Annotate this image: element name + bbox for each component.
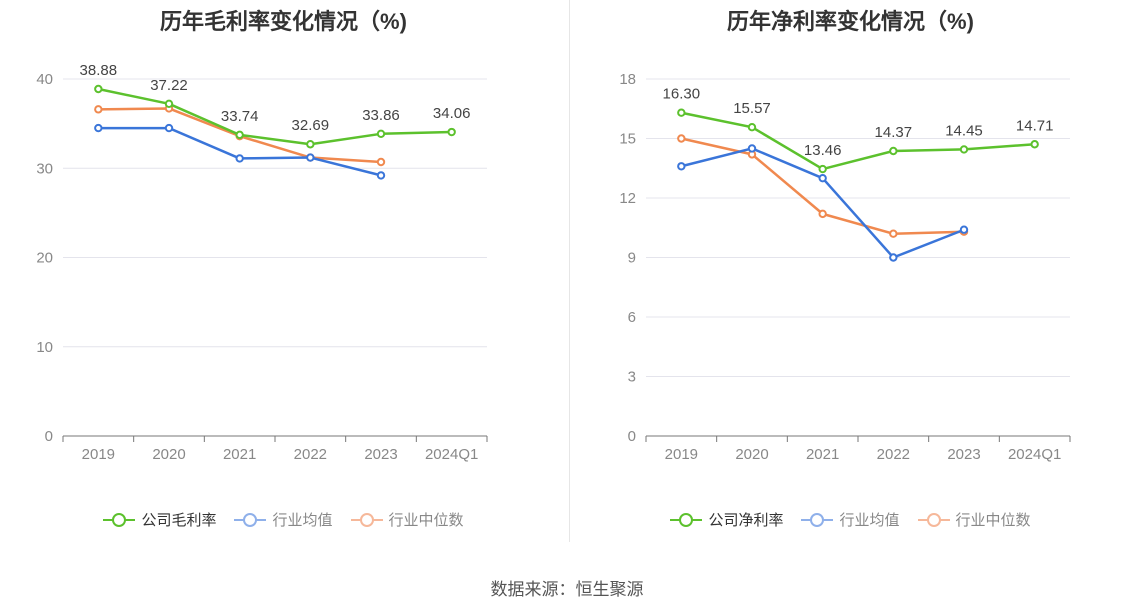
data-label-company: 14.45 [945, 122, 983, 139]
data-point-company [1030, 140, 1039, 149]
data-point-industry_avg [164, 123, 174, 133]
legend-item-industry-avg[interactable]: 行业均值 [801, 509, 900, 530]
gross-margin-chart: 0 10 20 30 40 2019 2020 2021 2022 2023 2024Q1 38.88… [36, 62, 488, 463]
data-point-industry_avg [677, 162, 686, 171]
legend-label-company: 公司净利率 [708, 512, 784, 529]
x-tick-label: 2022 [877, 446, 910, 463]
data-label-company: 14.37 [875, 124, 913, 141]
x-tick-label: 2021 [223, 446, 256, 463]
legend-item-company-net-margin[interactable]: 公司净利率 [670, 509, 783, 530]
net-margin-chart: 0 3 6 9 12 15 18 2019 2020 2021 2022 2023 2024Q1 16.3… [619, 71, 1071, 463]
x-tick-label: 2020 [735, 446, 768, 463]
legend-label-company: 公司毛利率 [141, 512, 217, 529]
legend-item-industry-median[interactable]: 行业中位数 [350, 509, 464, 530]
legend-item-company-gross-margin[interactable]: 公司毛利率 [103, 509, 216, 530]
data-point-industry_avg [747, 144, 757, 153]
data-label-company: 14.71 [1016, 117, 1054, 134]
data-point-company [94, 84, 103, 94]
gross-margin-chart-panel: 历年毛利率变化情况（%) 0 10 20 30 40 2019 2020 2021 2022 20… [0, 0, 567, 560]
net-margin-chart-panel: 历年净利率变化情况（%) 0 3 6 9 12 15 18 2019 2020 2021 2022 2… [567, 0, 1134, 560]
data-point-company [164, 99, 174, 109]
legend-item-industry-median[interactable]: 行业中位数 [917, 509, 1031, 530]
data-point-industry_median [889, 229, 898, 238]
y-tick-label: 10 [36, 339, 53, 356]
legend-label-industry-avg: 行业均值 [839, 512, 900, 529]
y-tick-label: 40 [36, 71, 53, 88]
data-point-company [376, 129, 386, 138]
data-label-company: 38.88 [80, 62, 118, 79]
legend-swatch-industry-avg-icon [234, 512, 267, 527]
data-point-company [959, 145, 969, 154]
series-line-company [681, 111, 1035, 171]
legend-swatch-industry-median-icon [917, 512, 950, 527]
data-label-company: 37.22 [150, 77, 188, 94]
data-point-industry_median [376, 157, 386, 167]
legend-label-industry-median: 行业中位数 [388, 512, 464, 529]
data-label-company: 34.06 [433, 105, 471, 122]
data-point-company [818, 164, 827, 174]
data-point-industry_avg [94, 123, 103, 133]
legend-swatch-industry-median-icon [350, 512, 383, 527]
x-tick-label: 2022 [294, 446, 327, 463]
data-label-company: 13.46 [804, 142, 842, 159]
y-tick-label: 20 [36, 250, 53, 267]
data-point-industry_avg [376, 171, 386, 180]
data-point-company [889, 146, 898, 156]
gross-margin-legend: 公司毛利率 行业均值 行业中位数 [0, 509, 567, 530]
x-tick-label: 2019 [665, 446, 698, 463]
x-tick-label: 2024Q1 [1008, 446, 1061, 463]
legend-swatch-company-icon [670, 512, 703, 527]
y-tick-label: 0 [628, 428, 636, 445]
data-label-company: 15.57 [733, 100, 771, 117]
data-point-industry_avg [235, 154, 244, 163]
data-source-note: 数据来源：恒生聚源 [490, 580, 644, 599]
x-tick-label: 2021 [806, 446, 839, 463]
legend-label-industry-median: 行业中位数 [955, 512, 1031, 529]
data-point-company [677, 108, 686, 117]
data-label-company: 16.30 [663, 86, 701, 103]
y-tick-label: 18 [619, 71, 636, 88]
series-line-company [98, 87, 452, 146]
data-point-company [747, 122, 757, 132]
legend-swatch-company-icon [103, 512, 136, 527]
y-tick-label: 15 [619, 131, 636, 148]
x-tick-label: 2020 [152, 446, 185, 463]
data-point-industry_avg [889, 253, 898, 262]
y-tick-label: 3 [628, 369, 636, 386]
y-tick-label: 0 [45, 428, 53, 445]
net-margin-chart-title: 历年净利率变化情况（%) [727, 9, 974, 34]
data-point-industry_avg [306, 153, 315, 162]
x-tick-label: 2024Q1 [425, 446, 478, 463]
panel-divider [569, 0, 570, 542]
data-label-company: 33.86 [362, 107, 400, 124]
x-tick-label: 2023 [364, 446, 397, 463]
y-tick-label: 6 [628, 309, 636, 326]
data-label-company: 32.69 [292, 117, 330, 134]
series-line-industry_avg [681, 147, 965, 259]
y-tick-label: 9 [628, 250, 636, 267]
data-point-industry_median [94, 105, 103, 114]
y-tick-label: 30 [36, 160, 53, 177]
data-point-company [306, 140, 315, 149]
data-point-industry_avg [959, 225, 969, 234]
x-tick-label: 2019 [82, 446, 115, 463]
data-point-industry_median [818, 209, 827, 219]
legend-swatch-industry-avg-icon [801, 512, 834, 527]
x-tick-label: 2023 [947, 446, 980, 463]
legend-item-industry-avg[interactable]: 行业均值 [234, 509, 333, 530]
net-margin-legend: 公司净利率 行业均值 行业中位数 [567, 509, 1134, 530]
gross-margin-chart-title: 历年毛利率变化情况（%) [160, 9, 407, 34]
data-point-industry_avg [818, 173, 827, 183]
data-label-company: 33.74 [221, 108, 259, 125]
data-point-industry_median [677, 134, 686, 143]
y-tick-label: 12 [619, 190, 636, 207]
data-point-company [235, 130, 244, 140]
legend-label-industry-avg: 行业均值 [272, 512, 333, 529]
data-point-company [447, 127, 456, 137]
